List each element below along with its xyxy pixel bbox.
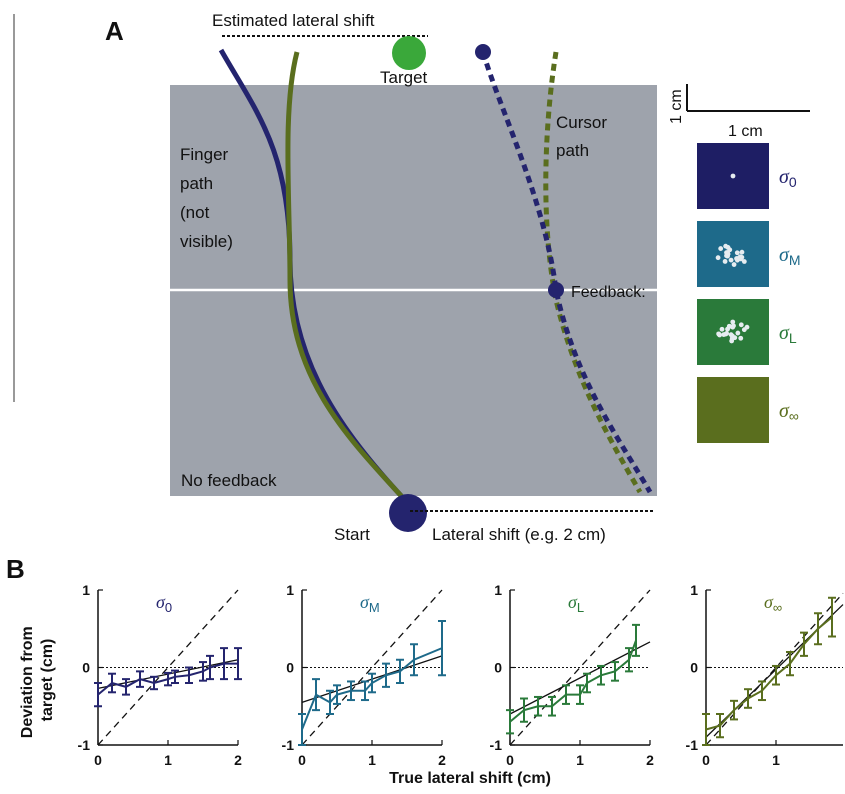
x-tick-label: 1 — [368, 752, 376, 768]
legend-dot — [732, 335, 738, 341]
legend-dot — [734, 250, 740, 256]
legend-label-0: σ0 — [779, 166, 797, 190]
y-axis-label: Deviation from target (cm) — [19, 622, 56, 738]
legend-dot — [719, 326, 725, 332]
data-line — [705, 616, 833, 731]
x-tick-label: 1 — [576, 752, 584, 768]
estimated-shift-label: Estimated lateral shift — [212, 11, 375, 30]
cursor-path-label: Cursor path — [556, 113, 612, 160]
legend-dot — [738, 322, 744, 328]
cursor-end-dot — [475, 44, 491, 60]
no-feedback-label: No feedback — [181, 471, 277, 490]
x-tick-label: 2 — [646, 752, 654, 768]
cursor-path-blue — [480, 51, 653, 494]
legend-dot — [728, 332, 734, 338]
y-tick-label: 0 — [286, 660, 294, 676]
x-tick-label: 1 — [164, 752, 172, 768]
y-tick-label: 0 — [494, 660, 502, 676]
data-line — [97, 662, 238, 696]
subplot-title: σL — [568, 592, 584, 615]
feedback-label: Feedback: — [571, 284, 646, 301]
legend-dot — [721, 332, 727, 338]
legend-dot — [731, 262, 737, 267]
legend-dot — [724, 250, 729, 256]
x-tick-label: 1 — [772, 752, 780, 768]
legend-dot — [729, 338, 735, 344]
legend-swatch-1 — [697, 221, 769, 287]
subplot-title: σ0 — [156, 592, 172, 615]
start-label: Start — [334, 525, 370, 544]
identity-line — [97, 589, 239, 746]
subplot-title: σ∞ — [764, 592, 782, 615]
legend-label-1: σM — [779, 244, 801, 268]
legend-dot — [728, 257, 734, 263]
legend-dot — [727, 323, 732, 329]
y-tick-label: 0 — [690, 660, 698, 676]
data-line — [509, 640, 637, 723]
panel-a: A Estimated lateral shift Target Finger … — [105, 11, 810, 544]
legend-dot — [717, 332, 723, 338]
legend-dot — [744, 324, 750, 330]
start-circle — [389, 494, 427, 532]
x-tick-label: 0 — [702, 752, 710, 768]
legend-dot — [722, 259, 728, 264]
x-tick-label: 0 — [94, 752, 102, 768]
y-tick-label: -1 — [490, 737, 503, 753]
legend-label-3: σ∞ — [779, 400, 799, 424]
y-tick-label: -1 — [282, 737, 295, 753]
identity-line — [509, 589, 651, 746]
identity-line — [705, 592, 844, 746]
subplot-title: σM — [360, 592, 380, 615]
y-tick-label: 1 — [82, 582, 90, 598]
panel-a-letter: A — [105, 16, 124, 46]
panel-b-letter: B — [6, 554, 25, 584]
sigma-legend: σ0 σM σL σ∞ — [697, 143, 801, 443]
x-tick-label: 0 — [298, 752, 306, 768]
y-tick-label: 0 — [82, 660, 90, 676]
legend-dot — [735, 330, 741, 336]
legend-dot — [739, 249, 745, 255]
finger-path-olive — [285, 51, 407, 502]
lateral-shift-label: Lateral shift (e.g. 2 cm) — [432, 525, 606, 544]
panel-b: B Deviation from target (cm) True latera… — [6, 554, 844, 787]
legend-dot — [715, 255, 721, 261]
y-tick-label: 1 — [286, 582, 294, 598]
x-tick-label: 2 — [234, 752, 242, 768]
legend-dot — [718, 246, 724, 251]
target-label: Target — [380, 68, 428, 87]
legend-label-2: σL — [779, 322, 797, 346]
fit-line — [509, 641, 651, 715]
x-axis-label: True lateral shift (cm) — [389, 770, 551, 787]
legend-dot — [725, 245, 731, 250]
cursor-path-olive — [543, 51, 643, 494]
scalebar-h-label: 1 cm — [728, 123, 763, 140]
y-tick-label: -1 — [686, 737, 699, 753]
y-tick-label: -1 — [78, 737, 91, 753]
legend-dot — [741, 259, 747, 264]
finger-path-label: Finger path (not visible) — [180, 145, 233, 251]
y-tick-label: 1 — [494, 582, 502, 598]
x-tick-label: 2 — [438, 752, 446, 768]
legend-swatch-3 — [697, 377, 769, 443]
legend-dot — [730, 319, 736, 325]
scalebar-v-label: 1 cm — [668, 89, 685, 124]
legend-dot — [730, 173, 736, 179]
identity-line — [301, 589, 443, 746]
data-line — [301, 647, 443, 730]
y-tick-label: 1 — [690, 582, 698, 598]
feedback-dot — [548, 282, 564, 298]
x-tick-label: 0 — [506, 752, 514, 768]
legend-dot — [738, 335, 744, 341]
legend-swatch-2 — [697, 299, 769, 365]
target-circle — [392, 36, 426, 70]
legend-dot — [737, 254, 743, 260]
